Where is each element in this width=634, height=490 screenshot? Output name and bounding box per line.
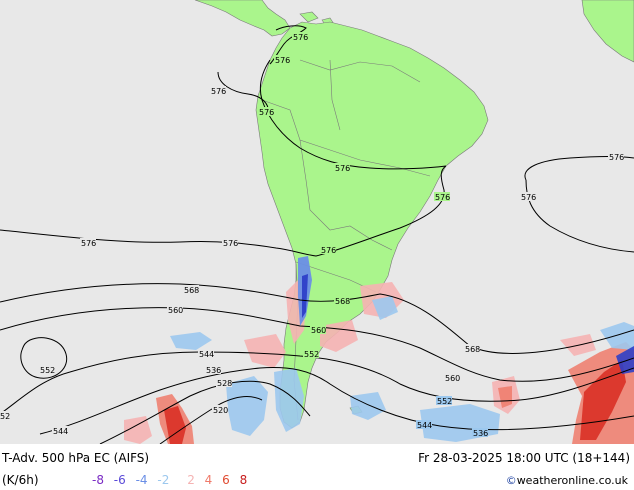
credit-text: weatheronline.co.uk xyxy=(516,474,628,487)
copyright-symbol: © xyxy=(505,474,517,487)
label-544-atlantic: 544 xyxy=(417,421,432,430)
land-africa xyxy=(581,0,634,63)
valid-time: Fr 28-03-2025 18:00 UTC (18+144) xyxy=(418,451,630,465)
label-528: 528 xyxy=(217,379,232,388)
label-576-paraguay: 576 xyxy=(321,246,336,255)
legend-item: 8 xyxy=(239,473,248,487)
label-576-peru: 576 xyxy=(259,108,274,117)
label-52-edge: 52 xyxy=(0,412,10,421)
label-552-atlantic: 552 xyxy=(437,397,452,406)
label-576-east: 576 xyxy=(435,193,450,202)
label-576-colombia: 576 xyxy=(275,56,290,65)
label-544-sw: 544 xyxy=(53,427,68,436)
label-568-atlantic: 568 xyxy=(465,345,480,354)
units-label: (K/6h) xyxy=(2,473,39,487)
label-536-atlantic: 536 xyxy=(473,429,488,438)
map-panel: 576 576 576 576 576 576 576 576 576 576 … xyxy=(0,0,634,444)
credit-link[interactable]: ©weatheronline.co.uk xyxy=(506,474,628,487)
color-legend: -8 -6 -4 -2 2 4 6 8 xyxy=(92,473,253,487)
label-568-argentina: 568 xyxy=(335,297,350,306)
label-520: 520 xyxy=(213,406,228,415)
legend-item: -2 xyxy=(157,473,170,487)
legend-item: -8 xyxy=(92,473,104,487)
legend-item: 4 xyxy=(204,473,213,487)
legend-item: 6 xyxy=(222,473,230,487)
map-svg: 576 576 576 576 576 576 576 576 576 576 … xyxy=(0,0,634,444)
map-footer: T-Adv. 500 hPa EC (AIFS) Fr 28-03-2025 1… xyxy=(0,444,634,490)
advection-shading xyxy=(124,256,634,444)
legend-item: -6 xyxy=(113,473,126,487)
label-560-atlantic: 560 xyxy=(445,374,460,383)
label-568-pacific: 568 xyxy=(184,286,199,295)
label-576-pacific-west: 576 xyxy=(81,239,96,248)
legend-item: -4 xyxy=(135,473,148,487)
label-576-pacific-mid: 576 xyxy=(223,239,238,248)
label-552-low: 552 xyxy=(40,366,55,375)
label-536-pacific: 536 xyxy=(206,366,221,375)
label-560-pacific: 560 xyxy=(168,306,183,315)
map-title: T-Adv. 500 hPa EC (AIFS) xyxy=(2,451,150,465)
label-576-atlantic: 576 xyxy=(521,193,536,202)
land-central-america xyxy=(194,0,291,37)
label-544-pacific: 544 xyxy=(199,350,214,359)
label-552-argentina: 552 xyxy=(304,350,319,359)
label-576-brazil: 576 xyxy=(335,164,350,173)
label-576-north: 576 xyxy=(293,33,308,42)
legend-item: 2 xyxy=(187,473,195,487)
label-560-argentina: 560 xyxy=(311,326,326,335)
label-576-far-east: 576 xyxy=(609,153,624,162)
contour-labels: 576 576 576 576 576 576 576 576 576 576 … xyxy=(0,32,624,438)
label-576-pacific-north: 576 xyxy=(211,87,226,96)
